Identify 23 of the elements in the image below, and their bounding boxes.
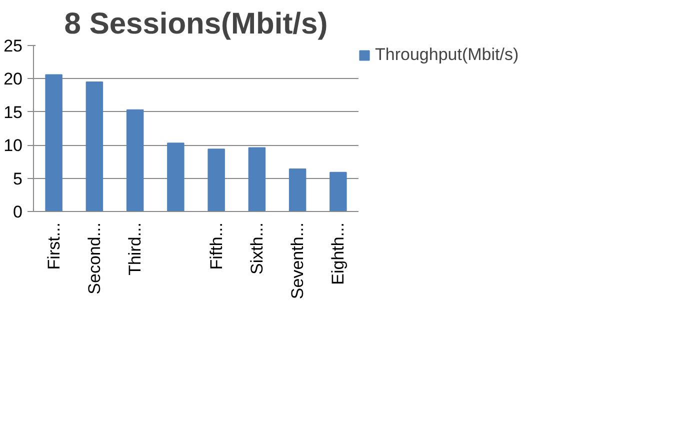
y-tick-label: 10 [4,136,23,156]
x-tick-label: Seventh... [288,222,308,300]
legend-label: Throughput(Mbit/s) [375,45,519,65]
y-tick-label: 15 [4,102,23,122]
x-tick-label: Third... [126,222,145,276]
y-tick-label: 20 [4,70,23,89]
bar [288,168,306,212]
chart-title: 8 Sessions(Mbit/s) [64,8,328,40]
bar [45,74,62,212]
x-tick-label: First... [44,222,64,270]
x-tick-label: Eighth... [328,222,348,285]
x-tick-label: Fifth... [206,222,226,270]
y-tick-label: 25 [4,36,23,56]
y-tick-label: 0 [13,202,23,222]
bar [86,82,104,212]
x-tick-label: Second... [84,222,104,294]
x-tick-label: Sixth... [247,222,266,274]
bar [248,147,266,212]
bar [208,148,225,212]
bar [126,109,144,212]
y-tick-label: 5 [13,169,23,188]
bar [167,142,184,212]
bar [330,172,347,212]
